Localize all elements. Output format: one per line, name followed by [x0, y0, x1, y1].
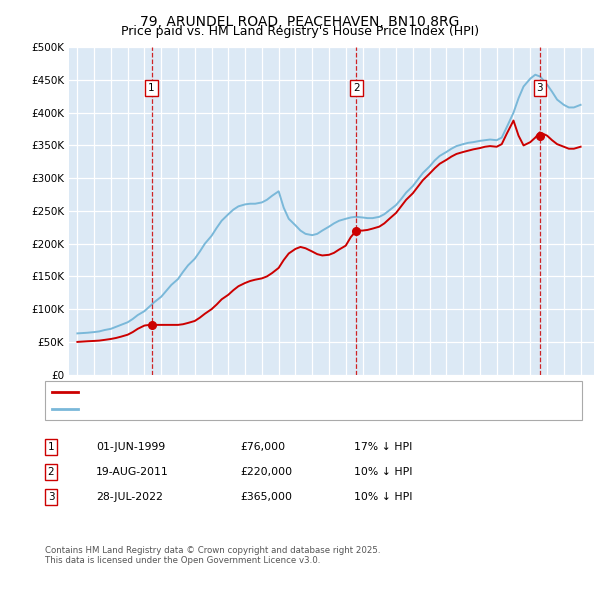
Text: £365,000: £365,000: [240, 492, 292, 502]
Text: £76,000: £76,000: [240, 442, 285, 451]
Text: 10% ↓ HPI: 10% ↓ HPI: [354, 467, 413, 477]
Text: Price paid vs. HM Land Registry's House Price Index (HPI): Price paid vs. HM Land Registry's House …: [121, 25, 479, 38]
Text: 17% ↓ HPI: 17% ↓ HPI: [354, 442, 412, 451]
Text: 79, ARUNDEL ROAD, PEACEHAVEN, BN10 8RG: 79, ARUNDEL ROAD, PEACEHAVEN, BN10 8RG: [140, 15, 460, 29]
Text: 1: 1: [148, 83, 155, 93]
Text: 1: 1: [47, 442, 55, 451]
Text: 10% ↓ HPI: 10% ↓ HPI: [354, 492, 413, 502]
Text: HPI: Average price, semi-detached house, Lewes: HPI: Average price, semi-detached house,…: [84, 404, 327, 414]
Text: £220,000: £220,000: [240, 467, 292, 477]
Text: 01-JUN-1999: 01-JUN-1999: [96, 442, 165, 451]
Text: 28-JUL-2022: 28-JUL-2022: [96, 492, 163, 502]
Text: Contains HM Land Registry data © Crown copyright and database right 2025.
This d: Contains HM Land Registry data © Crown c…: [45, 546, 380, 565]
Text: 3: 3: [47, 492, 55, 502]
Text: 19-AUG-2011: 19-AUG-2011: [96, 467, 169, 477]
Text: 3: 3: [536, 83, 543, 93]
Text: 79, ARUNDEL ROAD, PEACEHAVEN, BN10 8RG (semi-detached house): 79, ARUNDEL ROAD, PEACEHAVEN, BN10 8RG (…: [84, 386, 432, 396]
Text: 2: 2: [47, 467, 55, 477]
Text: 2: 2: [353, 83, 359, 93]
